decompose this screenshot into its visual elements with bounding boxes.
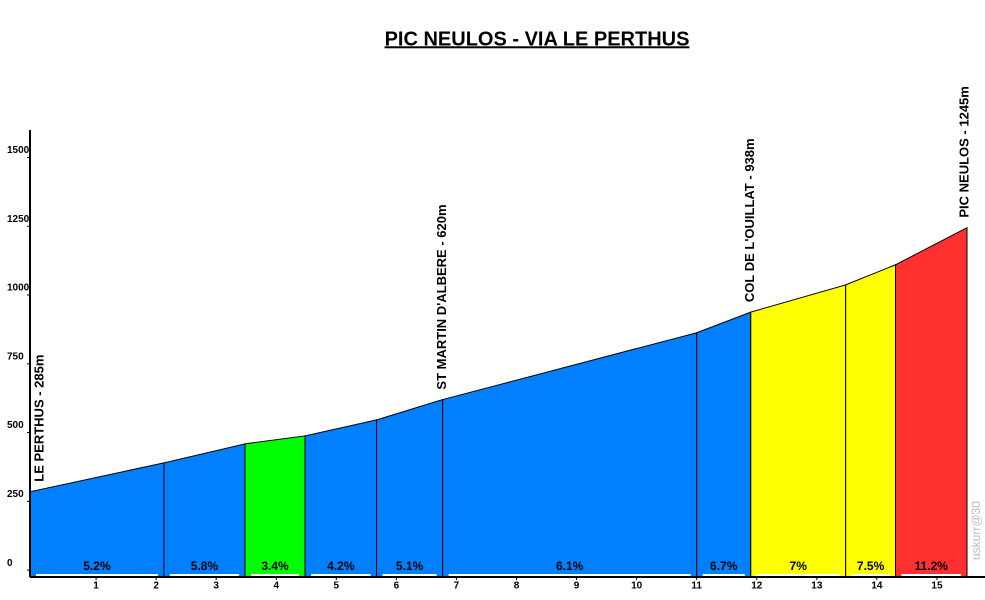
gradient-label: 4.2%	[327, 559, 355, 573]
x-tick-label: 12	[751, 581, 763, 592]
x-tick-label: 13	[811, 581, 823, 592]
gradient-label: 3.4%	[261, 559, 289, 573]
gradient-label: 5.1%	[396, 559, 424, 573]
watermark: uskurr@30	[969, 501, 983, 560]
x-tick-label: 3	[213, 581, 219, 592]
x-tick-label: 6	[394, 581, 400, 592]
point-annotation: PIC NEULOS - 1245m	[956, 86, 971, 218]
y-tick-label: 0	[7, 558, 13, 569]
profile-segment	[442, 332, 698, 578]
gradient-label: 6.1%	[556, 559, 584, 573]
chart-title: PIC NEULOS - VIA LE PERTHUS	[385, 28, 690, 50]
point-annotation: ST MARTIN D'ALBERE - 620m	[434, 204, 449, 389]
y-tick-label: 1000	[7, 283, 30, 294]
x-tick-label: 2	[153, 581, 159, 592]
x-tick-label: 10	[631, 581, 643, 592]
y-tick-label: 250	[7, 489, 24, 500]
x-tick-label: 15	[931, 581, 943, 592]
gradient-label: 7.5%	[857, 559, 885, 573]
point-annotation: COL DE L'OUILLAT - 938m	[742, 138, 757, 302]
x-tick-label: 14	[871, 581, 883, 592]
y-tick-label: 500	[7, 420, 24, 431]
gradient-label: 6.7%	[710, 559, 738, 573]
profile-segment	[304, 419, 378, 578]
profile-segment	[845, 264, 897, 578]
y-tick-label: 1500	[7, 145, 30, 156]
x-tick-label: 5	[334, 581, 340, 592]
x-tick-label: 1	[93, 581, 99, 592]
x-tick-label: 8	[514, 581, 520, 592]
gradient-label: 7%	[790, 559, 808, 573]
profile-segment	[895, 226, 968, 578]
x-tick-label: 11	[691, 581, 702, 592]
gradient-label: 5.8%	[191, 559, 219, 573]
profile-segment	[376, 398, 444, 578]
y-tick-label: 1250	[7, 214, 30, 225]
profile-segment	[696, 311, 752, 578]
profile-segment	[244, 435, 306, 578]
y-tick-label: 750	[7, 351, 24, 362]
x-tick-label: 7	[454, 581, 460, 592]
gradient-label: 5.2%	[83, 559, 111, 573]
point-annotation: LE PERTHUS - 285m	[31, 355, 46, 482]
x-tick-label: 9	[574, 581, 580, 592]
gradient-label: 11.2%	[915, 559, 949, 573]
profile-segment	[163, 443, 246, 578]
profile-segment	[750, 284, 847, 578]
x-tick-label: 4	[273, 581, 279, 592]
